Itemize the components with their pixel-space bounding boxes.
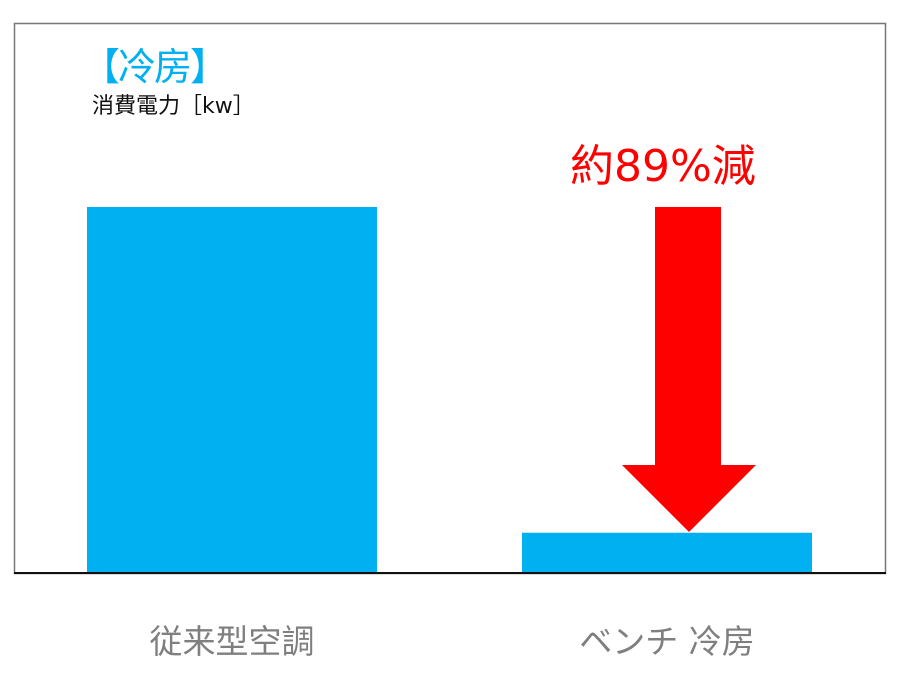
category-label-bench: ベンチ 冷房 bbox=[579, 622, 755, 661]
bar-1 bbox=[522, 532, 812, 573]
category-label-conventional: 従来型空調 bbox=[149, 622, 315, 661]
reduction-annotation: 約89%減 bbox=[570, 141, 756, 192]
chart-title: 【冷房】 bbox=[82, 45, 228, 89]
reduction-arrow bbox=[622, 207, 756, 532]
y-axis-label: 消費電力［kw］ bbox=[92, 94, 255, 119]
bar-0 bbox=[87, 207, 377, 573]
